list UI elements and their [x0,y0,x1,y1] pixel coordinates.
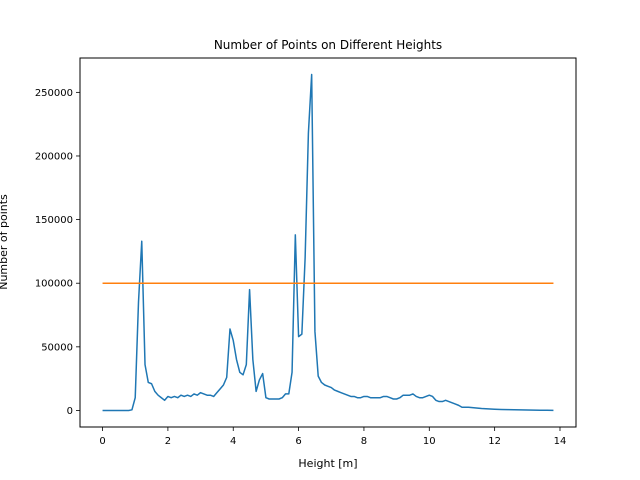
series-layer [102,73,554,412]
y-axis-label: Number of points [0,194,10,290]
plot-area [79,57,577,428]
series-line-points [102,73,554,412]
axes-frame [79,57,577,428]
x-tick-label: 12 [488,436,501,447]
x-axis-label: Height [m] [298,457,357,470]
y-tick-label: 100000 [35,279,73,290]
x-axis: 0 2 4 6 8 10 12 14 [99,427,566,447]
y-tick-label: 0 [67,406,73,417]
y-tick-label: 150000 [35,215,73,226]
x-tick-label: 14 [554,436,567,447]
x-tick-label: 0 [99,436,105,447]
x-tick-label: 8 [361,436,367,447]
x-tick-label: 2 [165,436,171,447]
y-tick-label: 200000 [35,151,73,162]
y-tick-label: 50000 [41,342,73,353]
y-tick-label: 250000 [35,88,73,99]
x-tick-label: 6 [295,436,301,447]
y-axis: 0 50000 100000 150000 200000 250000 [35,88,80,417]
x-tick-label: 10 [423,436,436,447]
x-tick-label: 4 [230,436,236,447]
chart-title: Number of Points on Different Heights [214,38,442,52]
